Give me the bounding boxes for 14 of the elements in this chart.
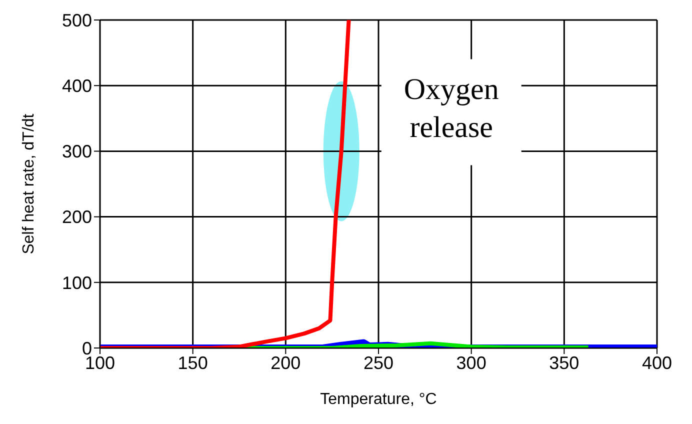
x-tick-label: 400 [642,352,672,373]
x-tick-label: 350 [549,352,580,373]
y-tick-label: 400 [62,76,92,96]
y-tick-label: 300 [62,142,92,162]
y-tick-label: 100 [62,272,92,293]
y-tick-label: 200 [62,207,92,228]
y-tick-label: 500 [62,10,92,30]
x-tick-label: 300 [456,352,486,373]
x-tick-label: 150 [178,352,208,373]
x-axis-title: Temperature, °C [320,391,437,408]
y-axis-title: Self heat rate, dT/dt [20,113,38,254]
x-tick-label: 200 [270,352,301,373]
x-tick-label: 250 [363,352,394,373]
annotation: Oxygen release [404,73,499,144]
